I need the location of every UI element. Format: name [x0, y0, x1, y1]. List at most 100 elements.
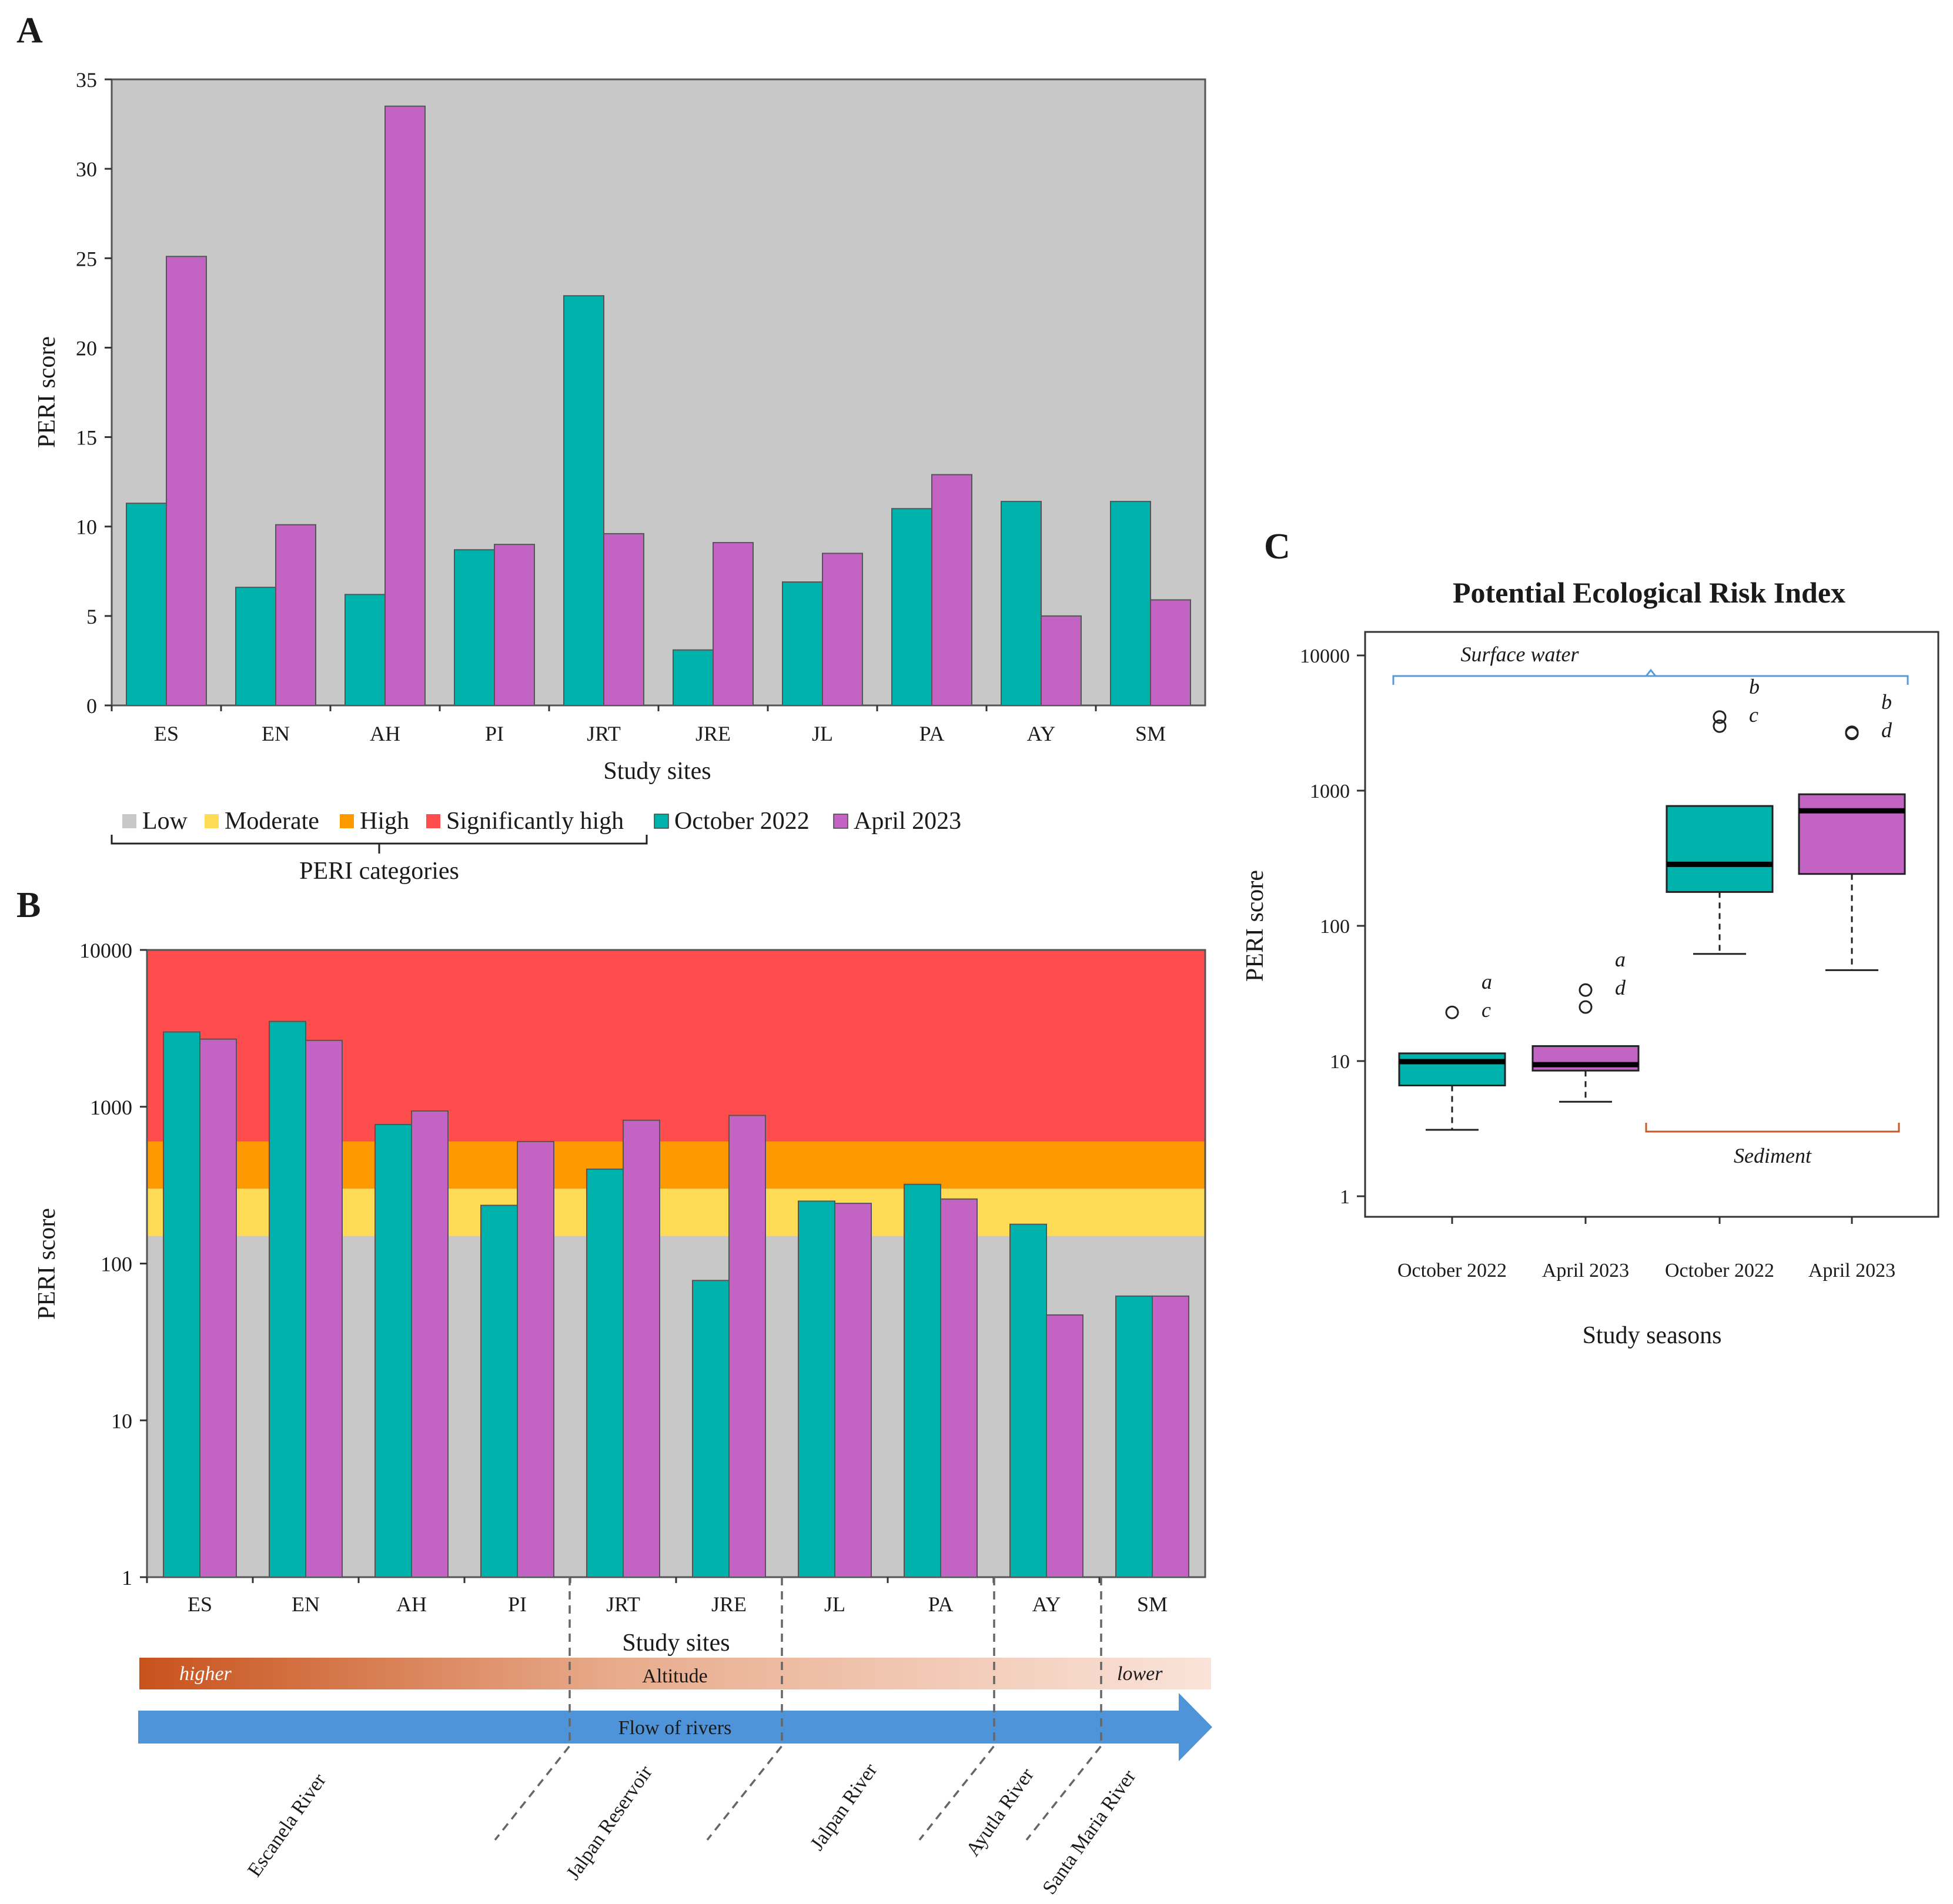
- box-letter-sediment-april: b: [1881, 690, 1892, 714]
- chart-b-x-tick-label: AH: [396, 1592, 427, 1616]
- chart-a-bar-april-pi: [494, 544, 535, 707]
- chart-c-y-tick-label: 100: [1320, 916, 1350, 938]
- chart-b-bar-october-en: [269, 1020, 306, 1578]
- panel-b-label: B: [16, 885, 41, 925]
- chart-a-x-tick-label: EN: [262, 722, 290, 745]
- chart-b-y-title: PERI score: [34, 1208, 61, 1320]
- chart-c-x-title: Study seasons: [1583, 1322, 1722, 1349]
- chart-a-x-tick-label: JL: [812, 722, 833, 745]
- altitude-lower-label: lower: [1117, 1663, 1163, 1685]
- legend: Low Moderate High Significantly high Oct…: [111, 808, 961, 885]
- chart-a-x-tick-label: AY: [1027, 722, 1056, 745]
- chart-a-bar-april-ah: [384, 105, 426, 706]
- sediment-label: Sediment: [1734, 1144, 1812, 1167]
- chart-b-bar-april-jre: [728, 1115, 766, 1578]
- chart-a-bar-october-jrt: [563, 295, 604, 706]
- chart-c-x-tick-label: October 2022: [1665, 1260, 1774, 1281]
- box-sediment-april: [1798, 793, 1906, 875]
- chart-a-bar-october-pi: [454, 549, 495, 706]
- sediment-bracket: [1645, 1123, 1900, 1133]
- river-divider-2: [706, 1577, 783, 1841]
- chart-a-bar-october-ah: [345, 594, 386, 706]
- chart-c-x-axis: October 2022 April 2023 October 2022 April …: [1397, 1217, 1895, 1281]
- chart-b-bar-april-pa: [940, 1198, 978, 1578]
- chart-b-x-tick-label: JL: [824, 1592, 845, 1616]
- panel-a-label: A: [16, 11, 43, 51]
- chart-a-x-tick-label: SM: [1135, 722, 1166, 745]
- chart-a-bar-october-sm: [1110, 501, 1151, 706]
- chart-c-y-axis: 1 10 100 1000 10000: [1300, 645, 1365, 1208]
- chart-b-y-tick-label: 1000: [90, 1096, 132, 1119]
- chart-b-y-tick-label: 10: [111, 1409, 132, 1433]
- chart-a-y-tick-label: 35: [76, 68, 97, 92]
- chart-b-bar-april-jrt: [623, 1119, 660, 1578]
- panel-c-label: C: [1264, 527, 1290, 567]
- chart-a: 0 5 10 15 20 25 30 35 ES EN AH PI JRT JRE JL PA AY SM St…: [34, 68, 1206, 785]
- chart-b-bar-april-pi: [517, 1140, 554, 1578]
- box-sediment-october: [1666, 805, 1774, 893]
- chart-b-x-tick-label: JRE: [711, 1592, 747, 1616]
- chart-b-x-tick-label: JRT: [606, 1592, 640, 1616]
- box-letter-surface-april: a: [1615, 948, 1626, 971]
- chart-b-bars: [163, 1020, 1189, 1578]
- chart-a-bars: [126, 105, 1191, 707]
- river-label-escanela: Escanela River: [243, 1769, 330, 1881]
- chart-b-x-tick-label: SM: [1137, 1592, 1168, 1616]
- river-label-ayutla: Ayutla River: [962, 1764, 1038, 1861]
- chart-b-y-tick-label: 1: [122, 1566, 132, 1590]
- chart-b-bar-october-jre: [692, 1280, 730, 1578]
- box-outlier-sediment-october: [1713, 719, 1727, 733]
- chart-b-bar-october-pa: [904, 1183, 941, 1578]
- chart-c-y-tick-label: 10: [1330, 1051, 1350, 1073]
- box-outlier-surface-october: [1445, 1005, 1459, 1019]
- chart-c-x-tick-label: April 2023: [1808, 1260, 1895, 1281]
- chart-a-y-tick-label: 10: [76, 516, 97, 539]
- box-surface-october: [1398, 1052, 1506, 1087]
- legend-label-moderate: Moderate: [225, 808, 319, 835]
- river-label-jalpan-reservoir: Jalpan Reservoir: [562, 1761, 657, 1883]
- chart-a-x-tick-label: AH: [370, 722, 400, 745]
- chart-b-y-tick-label: 10000: [79, 939, 132, 962]
- chart-a-y-tick-label: 0: [86, 694, 97, 718]
- chart-a-y-axis: 0 5 10 15 20 25 30 35: [76, 68, 112, 718]
- legend-swatch-october: [654, 814, 669, 829]
- altitude-label: Altitude: [642, 1665, 707, 1687]
- surface-water-bracket: [1392, 668, 1909, 685]
- chart-b-y-tick-label: 100: [101, 1253, 132, 1276]
- legend-group-label: PERI categories: [299, 858, 459, 885]
- chart-c-y-tick-label: 10000: [1300, 645, 1350, 667]
- chart-b-bar-october-jrt: [586, 1168, 624, 1578]
- chart-a-bar-october-pa: [891, 508, 932, 706]
- chart-a-y-title: PERI score: [34, 336, 61, 448]
- chart-b-x-tick-label: ES: [188, 1592, 212, 1616]
- box-outlier-surface-april: [1579, 1000, 1593, 1014]
- chart-b-bar-april-ah: [411, 1110, 449, 1578]
- chart-b-bar-october-es: [163, 1031, 200, 1578]
- chart-b-x-tick-label: PA: [928, 1592, 954, 1616]
- chart-a-bar-april-es: [166, 256, 207, 706]
- chart-b-x-title: Study sites: [622, 1629, 730, 1657]
- river-label-santa-maria: Santa Maria River: [1038, 1766, 1141, 1899]
- chart-c-x-tick-label: October 2022: [1397, 1260, 1507, 1281]
- legend-label-april: April 2023: [854, 808, 961, 835]
- surface-water-label: Surface water: [1461, 643, 1580, 666]
- chart-a-y-tick-label: 5: [86, 605, 97, 628]
- river-divider-3: [918, 1577, 995, 1841]
- river-divider-1: [494, 1577, 571, 1841]
- chart-b-bar-april-ay: [1046, 1314, 1083, 1578]
- chart-a-x-tick-label: PA: [919, 722, 945, 745]
- legend-label-high: High: [360, 808, 409, 835]
- chart-b-bar-april-sm: [1152, 1295, 1189, 1578]
- box-letter-surface-october: a: [1482, 970, 1492, 993]
- chart-a-bar-april-en: [275, 524, 316, 707]
- legend-swatch-moderate: [205, 814, 219, 828]
- chart-c-y-tick-label: 1000: [1310, 781, 1350, 802]
- chart-a-x-tick-label: PI: [485, 722, 504, 745]
- chart-a-y-tick-label: 20: [76, 336, 97, 360]
- flow-of-rivers-arrow: [138, 1693, 1212, 1761]
- flow-of-rivers-label: Flow of rivers: [618, 1717, 732, 1739]
- chart-b-bar-october-ay: [1009, 1223, 1047, 1578]
- box-outlier-sediment-april: [1845, 725, 1859, 739]
- legend-label-october: October 2022: [674, 808, 810, 835]
